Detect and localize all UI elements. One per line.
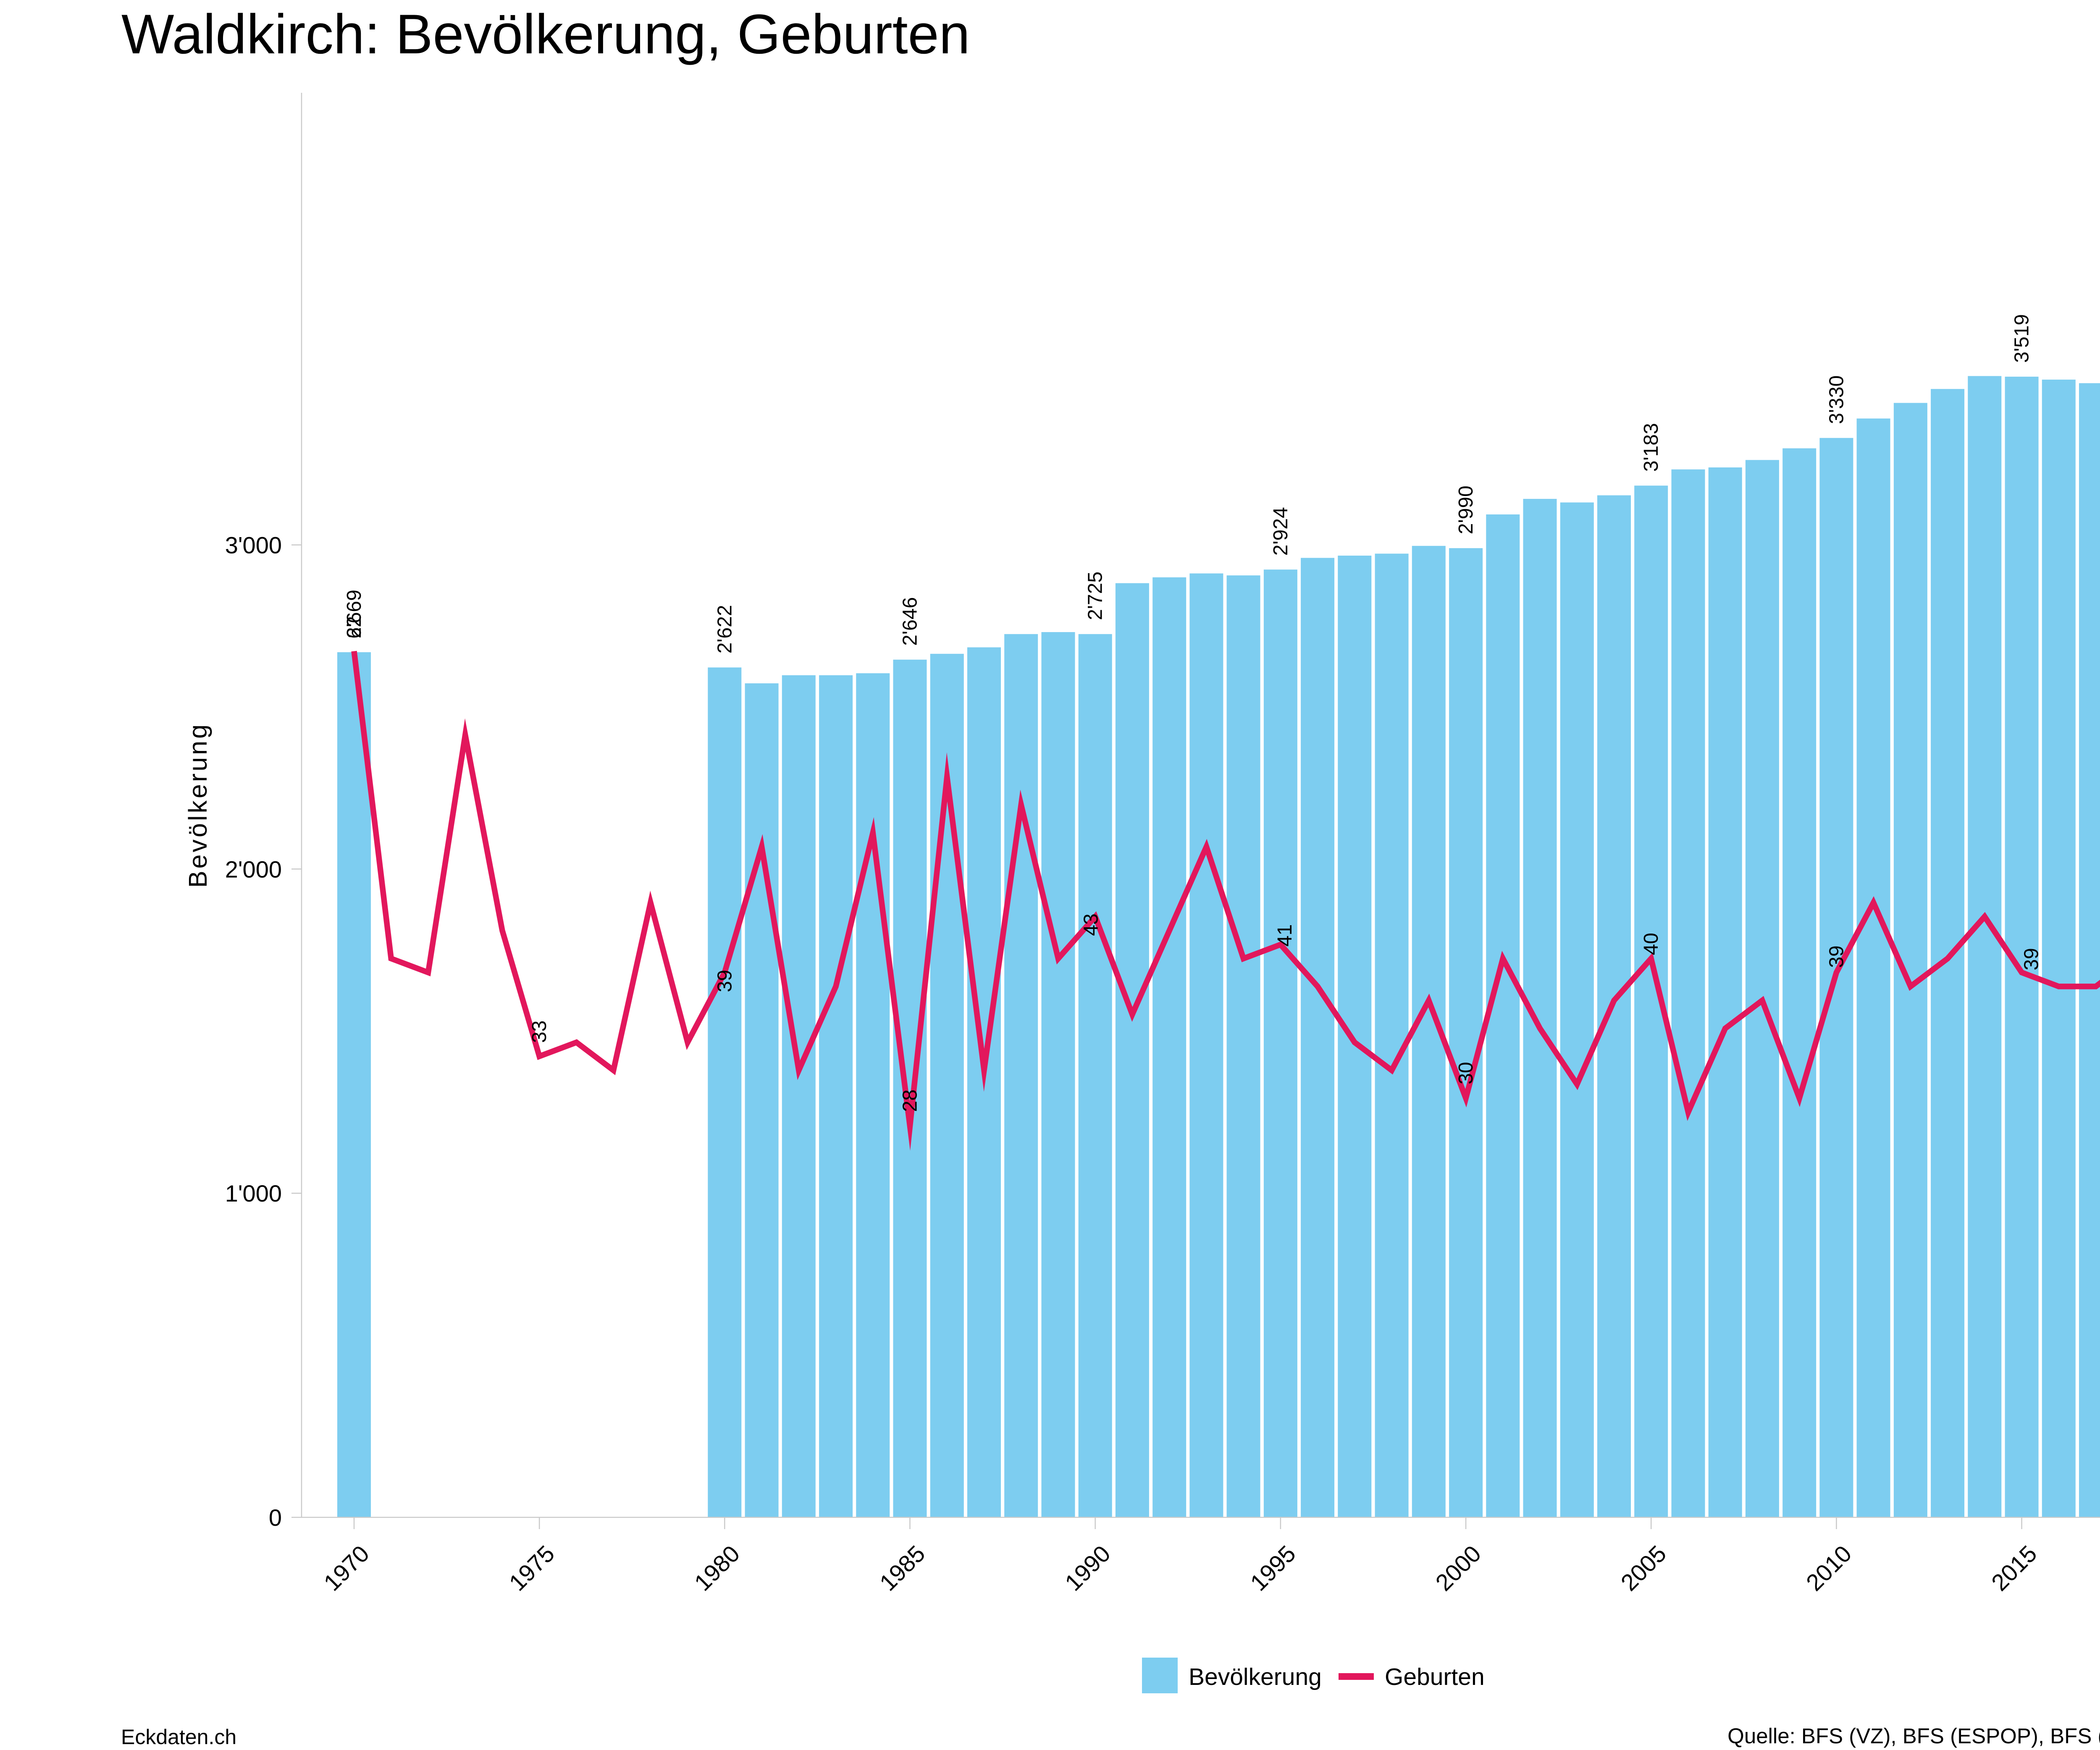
svg-text:3'183: 3'183 — [1640, 423, 1662, 472]
svg-text:3'519: 3'519 — [2011, 314, 2033, 363]
svg-text:2'000: 2'000 — [225, 856, 282, 882]
svg-text:41: 41 — [1274, 924, 1296, 947]
svg-text:39: 39 — [1825, 945, 1848, 968]
svg-text:Eckdaten.ch: Eckdaten.ch — [121, 1725, 236, 1749]
svg-text:33: 33 — [528, 1021, 551, 1043]
svg-text:2'990: 2'990 — [1455, 485, 1477, 534]
svg-text:3'330: 3'330 — [1825, 375, 1848, 424]
svg-text:40: 40 — [1640, 933, 1662, 955]
svg-text:28: 28 — [899, 1089, 921, 1112]
svg-text:1'000: 1'000 — [225, 1180, 282, 1207]
svg-text:39: 39 — [2021, 948, 2043, 970]
svg-text:2'622: 2'622 — [714, 605, 736, 653]
svg-text:39: 39 — [714, 970, 736, 992]
svg-text:43: 43 — [1080, 913, 1102, 936]
svg-text:Waldkirch: Bevölkerung, Geburt: Waldkirch: Bevölkerung, Geburten — [121, 3, 970, 66]
svg-text:2'669: 2'669 — [343, 590, 365, 638]
svg-text:Geburten: Geburten — [1385, 1663, 1485, 1690]
svg-text:Quelle: BFS (VZ), BFS (ESPOP),: Quelle: BFS (VZ), BFS (ESPOP), BFS (STAT… — [1727, 1724, 2100, 1748]
svg-text:3'000: 3'000 — [225, 532, 282, 559]
svg-text:Bevölkerung: Bevölkerung — [184, 722, 212, 888]
svg-text:0: 0 — [269, 1504, 282, 1531]
svg-text:62: 62 — [343, 616, 365, 638]
svg-text:30: 30 — [1455, 1062, 1477, 1084]
svg-text:Bevölkerung: Bevölkerung — [1189, 1663, 1322, 1690]
svg-text:2'646: 2'646 — [899, 597, 921, 646]
svg-text:2'725: 2'725 — [1084, 572, 1107, 620]
svg-text:2'924: 2'924 — [1270, 507, 1292, 556]
